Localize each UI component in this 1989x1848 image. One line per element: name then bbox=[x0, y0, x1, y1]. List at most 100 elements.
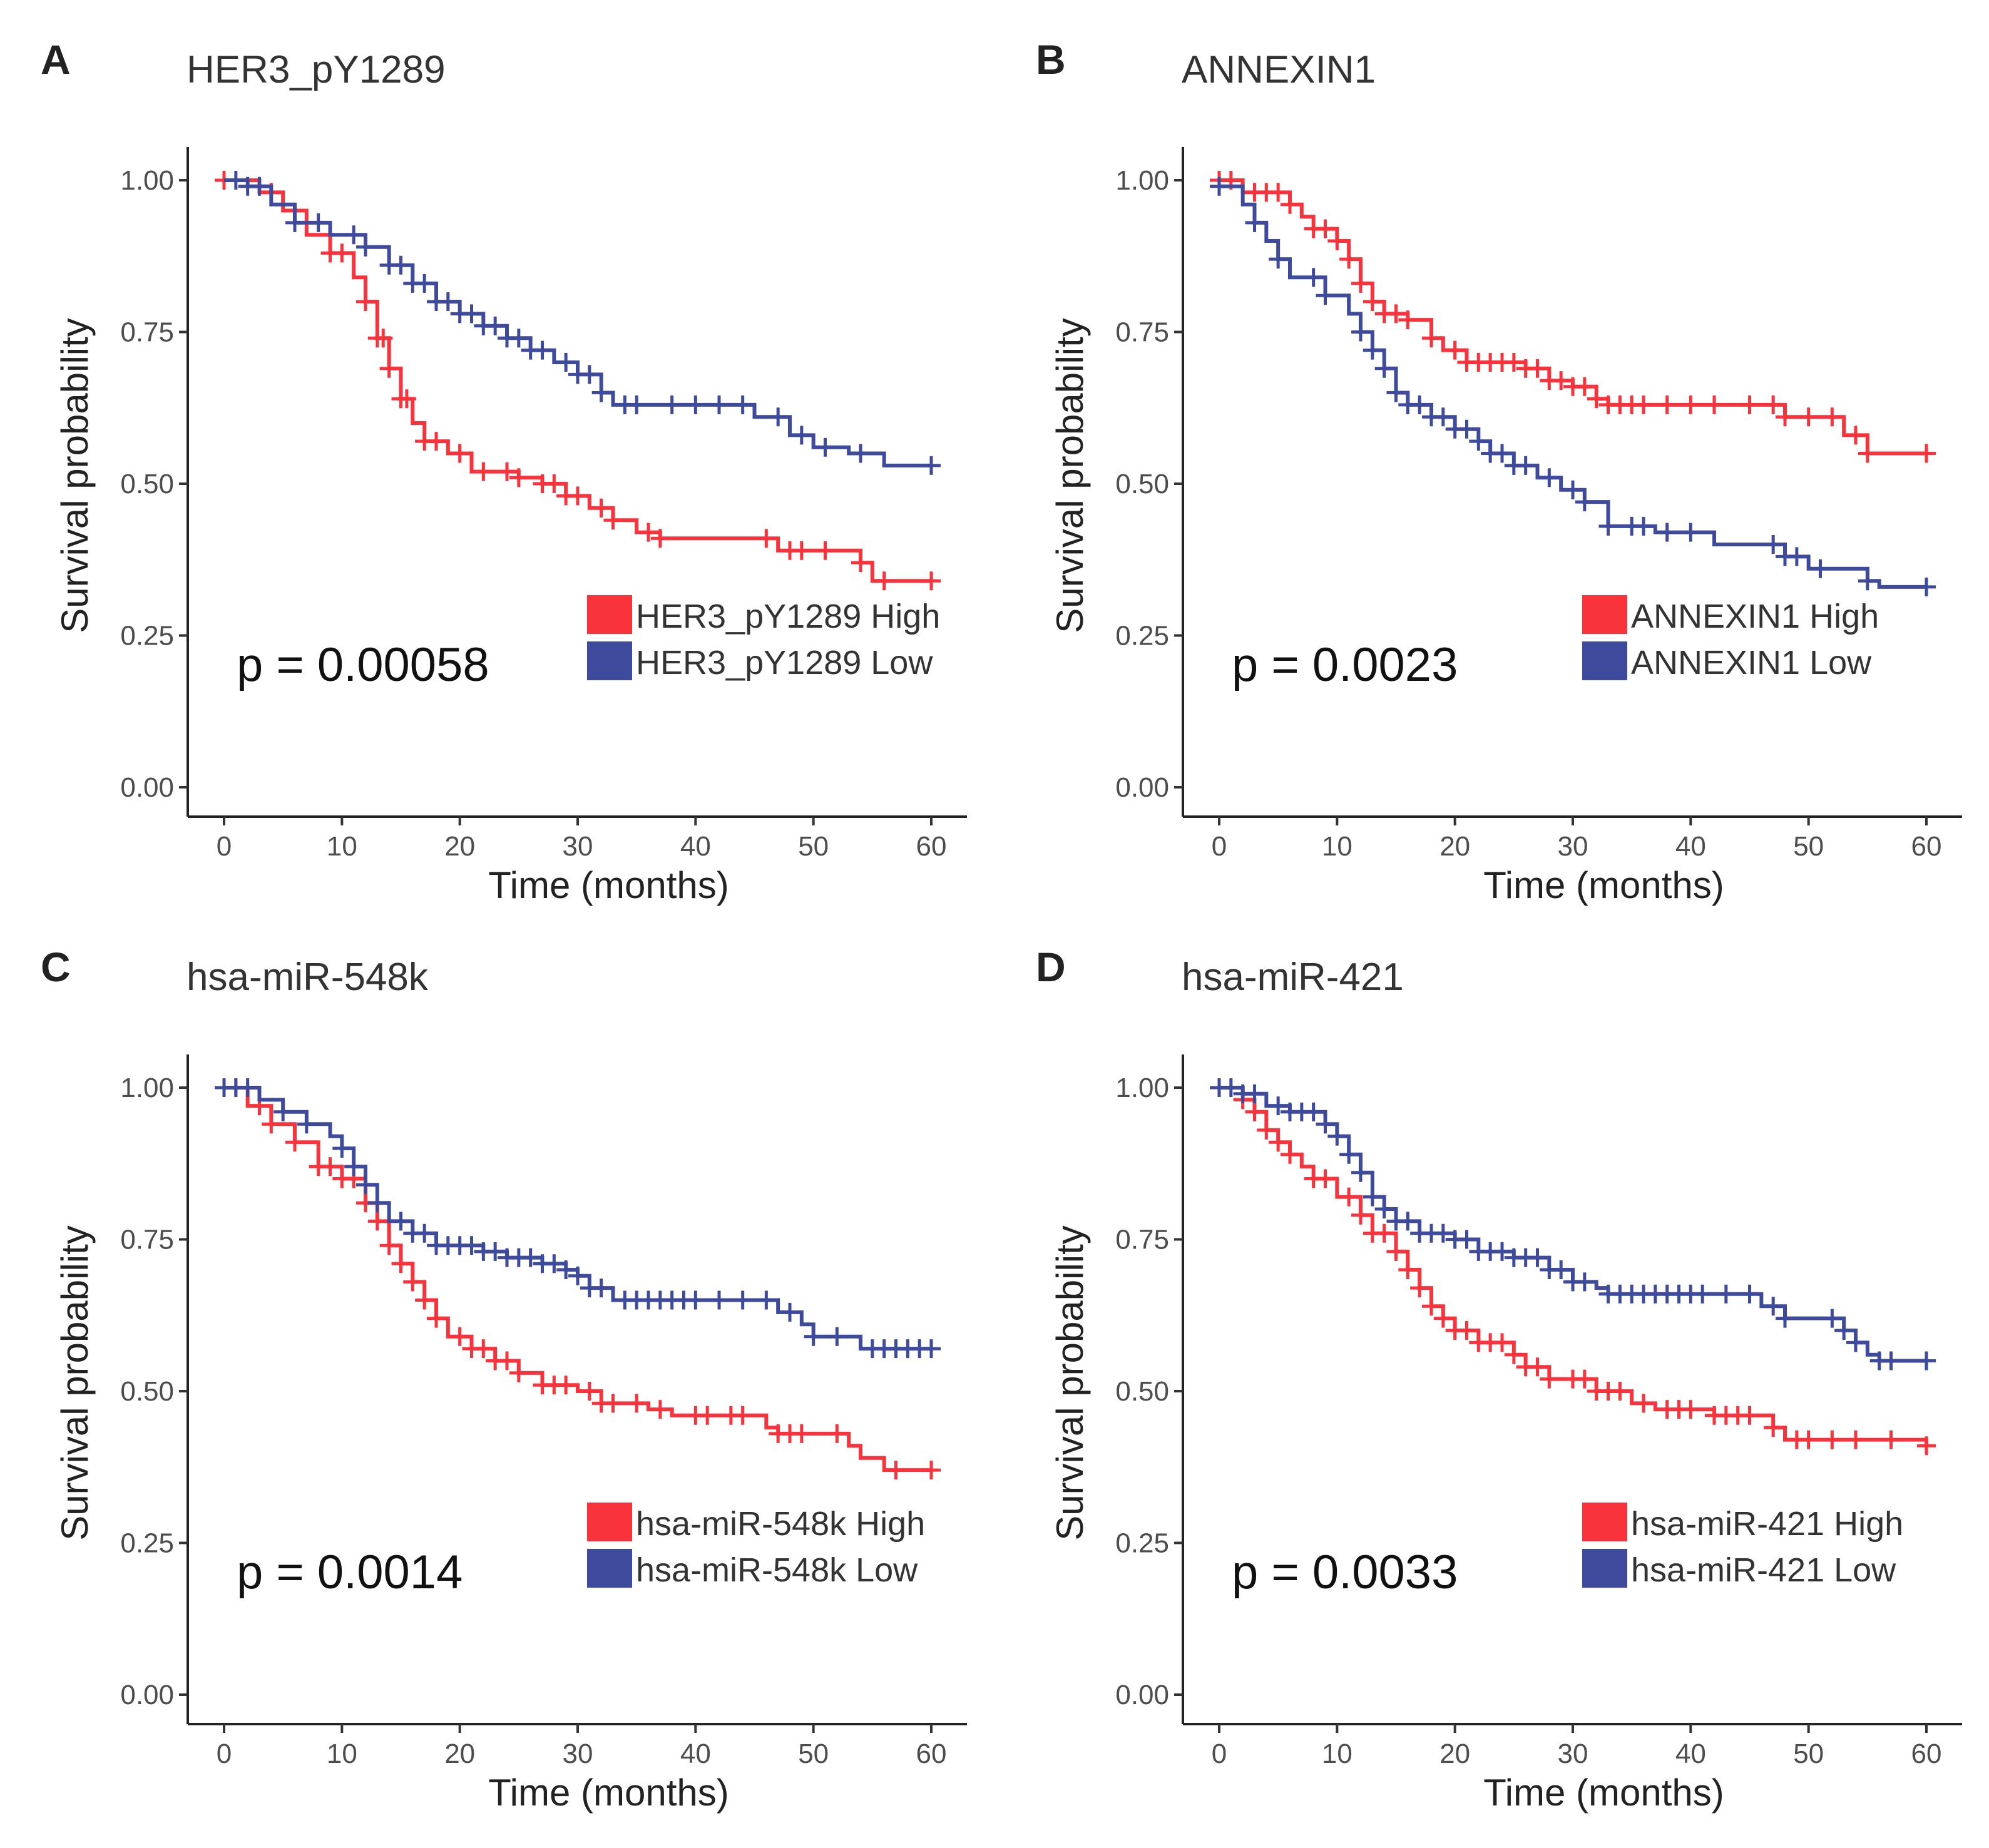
censor-mark bbox=[1304, 268, 1323, 287]
x-tick-label: 30 bbox=[563, 831, 593, 862]
censor-mark bbox=[686, 395, 705, 414]
panel-letter: B bbox=[1036, 36, 1066, 83]
panel-letter: C bbox=[41, 944, 71, 990]
censor-mark bbox=[397, 389, 416, 409]
y-tick-label: 0.25 bbox=[1115, 1528, 1169, 1559]
censor-mark bbox=[367, 1212, 387, 1231]
censor-mark bbox=[650, 1400, 670, 1419]
censor-mark bbox=[1563, 480, 1582, 499]
legend-label-high: ANNEXIN1 High bbox=[1631, 598, 1879, 635]
x-tick-label: 50 bbox=[798, 1738, 829, 1769]
y-tick-label: 0.00 bbox=[120, 1680, 174, 1710]
panel-letter: A bbox=[41, 36, 71, 83]
censor-mark bbox=[1846, 1430, 1865, 1449]
censor-mark bbox=[922, 571, 941, 591]
censor-mark bbox=[1540, 468, 1559, 488]
censor-mark bbox=[1269, 250, 1288, 269]
censor-mark bbox=[1504, 1345, 1523, 1364]
censor-mark bbox=[367, 1193, 387, 1213]
censor-mark bbox=[1269, 183, 1288, 202]
chart-title: HER3_pY1289 bbox=[187, 48, 446, 91]
censor-mark bbox=[344, 225, 364, 245]
censor-mark bbox=[1316, 219, 1335, 238]
censor-mark bbox=[533, 340, 552, 360]
censor-mark bbox=[474, 462, 493, 481]
y-tick-label: 0.50 bbox=[120, 469, 174, 499]
censor-mark bbox=[1834, 1321, 1854, 1340]
censor-mark bbox=[1316, 286, 1335, 305]
censor-mark bbox=[603, 511, 623, 530]
censor-mark bbox=[1776, 407, 1794, 427]
legend-label-high: hsa-miR-421 High bbox=[1631, 1505, 1903, 1543]
censor-mark bbox=[1245, 1102, 1264, 1121]
censor-mark bbox=[698, 1406, 717, 1425]
censor-mark bbox=[1552, 371, 1571, 391]
y-tick-label: 0.25 bbox=[1115, 621, 1169, 651]
y-tick-label: 1.00 bbox=[1115, 1073, 1169, 1103]
censor-mark bbox=[1493, 1333, 1511, 1352]
x-tick-label: 10 bbox=[327, 1738, 357, 1769]
x-tick-label: 40 bbox=[680, 1738, 711, 1769]
censor-mark bbox=[1469, 432, 1488, 451]
censor-mark bbox=[438, 292, 458, 311]
censor-mark bbox=[1787, 547, 1806, 566]
x-tick-label: 40 bbox=[1675, 1738, 1706, 1769]
censor-mark bbox=[733, 1290, 752, 1310]
x-tick-label: 0 bbox=[1212, 831, 1227, 862]
censor-mark bbox=[320, 1157, 340, 1177]
censor-mark bbox=[792, 1424, 811, 1443]
censor-mark bbox=[1823, 1430, 1842, 1449]
censor-mark bbox=[1540, 1369, 1559, 1389]
censor-mark bbox=[733, 1406, 752, 1425]
censor-mark bbox=[391, 255, 411, 275]
censor-mark bbox=[639, 523, 658, 542]
censor-mark bbox=[1846, 426, 1865, 445]
censor-mark bbox=[1776, 1309, 1794, 1328]
x-tick-label: 60 bbox=[916, 831, 947, 862]
censor-mark bbox=[391, 1212, 411, 1231]
censor-mark bbox=[886, 1461, 906, 1480]
censor-mark bbox=[1327, 232, 1347, 250]
x-tick-label: 60 bbox=[1911, 1738, 1942, 1769]
censor-mark bbox=[627, 395, 647, 414]
censor-mark bbox=[1398, 310, 1418, 330]
chart-title: hsa-miR-421 bbox=[1182, 956, 1404, 999]
censor-mark bbox=[710, 395, 729, 414]
censor-mark bbox=[780, 1302, 799, 1322]
censor-mark bbox=[1457, 1230, 1476, 1249]
x-tick-label: 20 bbox=[444, 831, 475, 862]
x-tick-label: 0 bbox=[1212, 1738, 1227, 1769]
y-tick-label: 0.25 bbox=[120, 1528, 174, 1559]
censor-mark bbox=[1740, 395, 1759, 414]
legend-swatch-high bbox=[587, 595, 632, 634]
censor-mark bbox=[1575, 1369, 1594, 1389]
censor-mark bbox=[1386, 383, 1406, 402]
legend-swatch-high bbox=[1582, 1503, 1627, 1541]
censor-mark bbox=[1316, 1169, 1335, 1188]
x-tick-label: 20 bbox=[1439, 831, 1470, 862]
censor-mark bbox=[662, 395, 682, 414]
censor-mark bbox=[627, 1394, 647, 1413]
censor-mark bbox=[1363, 292, 1382, 311]
censor-mark bbox=[922, 1461, 941, 1480]
censor-mark bbox=[1811, 559, 1830, 578]
censor-mark bbox=[1304, 1102, 1323, 1121]
censor-mark bbox=[1881, 1430, 1901, 1449]
censor-mark bbox=[374, 329, 393, 348]
censor-mark bbox=[379, 1236, 399, 1255]
censor-mark bbox=[1422, 1297, 1441, 1316]
censor-mark bbox=[757, 529, 776, 548]
censor-mark bbox=[1681, 523, 1700, 542]
censor-mark bbox=[274, 1102, 293, 1121]
p-value-label: p = 0.0033 bbox=[1232, 1546, 1458, 1599]
censor-mark bbox=[1410, 1279, 1429, 1298]
x-tick-label: 10 bbox=[1322, 1738, 1352, 1769]
censor-mark bbox=[450, 444, 469, 463]
censor-mark bbox=[1363, 340, 1382, 360]
censor-mark bbox=[344, 1157, 364, 1177]
x-tick-label: 30 bbox=[1558, 831, 1588, 862]
censor-mark bbox=[1587, 389, 1606, 409]
censor-mark bbox=[1316, 1115, 1335, 1134]
x-tick-label: 10 bbox=[327, 831, 357, 862]
censor-mark bbox=[1457, 419, 1476, 439]
